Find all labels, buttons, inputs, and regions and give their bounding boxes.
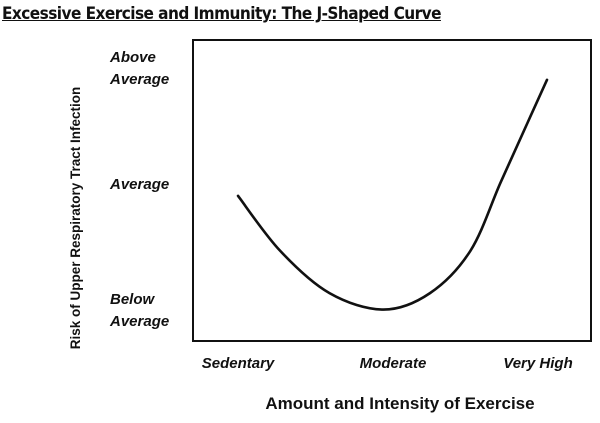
y-tick-label: Average — [109, 313, 169, 330]
x-tick-label: Moderate — [360, 355, 427, 372]
x-tick-label: Very High — [503, 355, 572, 372]
x-tick-label: Sedentary — [202, 355, 275, 372]
j-curve-line — [236, 78, 549, 311]
y-tick-label: Below — [110, 291, 156, 308]
chart-title: Excessive Exercise and Immunity: The J-S… — [2, 4, 442, 23]
x-tick-labels: Sedentary Moderate Very High — [202, 355, 573, 372]
series-group — [236, 78, 549, 311]
y-tick-label: Above — [109, 49, 156, 66]
y-tick-label: Average — [109, 176, 169, 193]
y-tick-label: Average — [109, 71, 169, 88]
y-tick-labels: Below Average Average Above Average — [109, 49, 169, 330]
y-axis-label: Risk of Upper Respiratory Tract Infectio… — [68, 87, 83, 350]
plot-frame — [192, 39, 592, 342]
x-axis-label: Amount and Intensity of Exercise — [265, 394, 534, 413]
